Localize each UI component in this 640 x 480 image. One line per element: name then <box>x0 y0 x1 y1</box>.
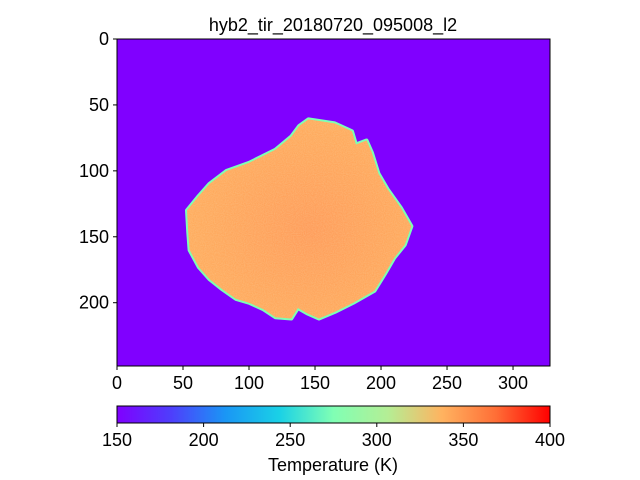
object-texture <box>187 119 412 319</box>
colorbar: 150 200 250 300 350 400 Temperature (K) <box>102 405 565 475</box>
colorbar-ticks: 150 200 250 300 350 400 <box>102 423 565 450</box>
colorbar-tick-label: 300 <box>362 430 392 450</box>
y-axis: 0 50 100 150 200 <box>79 29 117 313</box>
colorbar-tick-label: 150 <box>102 430 132 450</box>
colorbar-tick-label: 250 <box>275 430 305 450</box>
x-tick-label: 250 <box>432 373 462 393</box>
x-tick-label: 150 <box>300 373 330 393</box>
y-tick-label: 100 <box>79 161 109 181</box>
y-tick-label: 200 <box>79 293 109 313</box>
chart-title: hyb2_tir_20180720_095008_l2 <box>209 15 457 36</box>
colorbar-label: Temperature (K) <box>268 455 398 475</box>
plot-area <box>116 38 551 367</box>
x-tick-label: 0 <box>112 373 122 393</box>
y-tick-label: 50 <box>89 95 109 115</box>
colorbar-tick-label: 200 <box>189 430 219 450</box>
x-tick-label: 300 <box>498 373 528 393</box>
colorbar-gradient <box>116 405 551 424</box>
x-tick-label: 200 <box>366 373 396 393</box>
x-axis: 0 50 100 150 200 250 300 <box>112 366 528 393</box>
colorbar-tick-label: 400 <box>535 430 565 450</box>
y-tick-label: 0 <box>99 29 109 49</box>
x-tick-label: 100 <box>234 373 264 393</box>
colorbar-tick-label: 350 <box>448 430 478 450</box>
x-tick-label: 50 <box>173 373 193 393</box>
plot-frame <box>116 38 551 367</box>
y-tick-label: 150 <box>79 227 109 247</box>
